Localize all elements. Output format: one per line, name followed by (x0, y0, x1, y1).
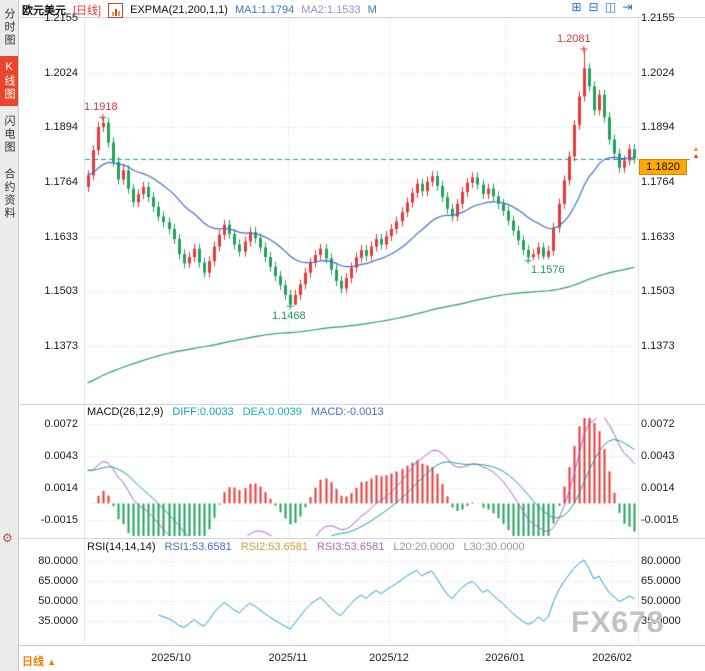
chart-header: 欧元美元 [日线] EXPMA(21,200,1,1) MA1:1.1794 M… (22, 2, 377, 18)
plot-right-border (638, 18, 639, 644)
rsi1-value: RSI1:53.6581 (164, 541, 232, 553)
price-axis-label-left: 1.1764 (44, 176, 78, 188)
price-axis-label-right: 1.1373 (641, 340, 675, 352)
rsi-axis-label-right: 80.0000 (641, 555, 681, 567)
price-annotation-low: 1.1576 (531, 264, 565, 276)
header-separator (18, 17, 705, 18)
macd-axis-label-left: 0.0043 (44, 450, 78, 462)
current-price-tag: 1.1820 (639, 159, 687, 175)
macd-axis-label-right: 0.0043 (641, 450, 675, 462)
ma2-value: MA2:1.1533 (301, 4, 361, 16)
ma1-value: MA1:1.1794 (234, 4, 295, 16)
sidebar-tab-lightning-chart[interactable]: 闪电图 (3, 115, 15, 154)
macd-axis-label-left: 0.0014 (44, 482, 78, 494)
price-annotation-high: 1.2081 (557, 33, 591, 45)
date-label: 2026/02 (592, 652, 632, 664)
sidebar-tab-kline-chart[interactable]: K线图 (0, 56, 18, 106)
main-macd-separator (18, 404, 705, 405)
price-axis-label-left: 1.1894 (44, 121, 78, 133)
sidebar: 分时图 K线图 闪电图 合约资料 (0, 0, 19, 671)
price-annotation-high: 1.1918 (84, 101, 118, 113)
date-label: 2025/10 (151, 652, 191, 664)
rsi3-value: RSI3:53.6581 (317, 541, 385, 553)
date-label: 2025/12 (369, 652, 409, 664)
marker-up-arrow-icon: ▲ (692, 153, 700, 160)
rsi-title: RSI(14,14,14) (87, 541, 156, 553)
rsi-l30-value: L30:30.0000 (463, 541, 525, 553)
macd-header: MACD(26,12,9) DIFF:0.0033 DEA:0.0039 MAC… (87, 406, 384, 418)
rsi-axis-label-left: 65.0000 (38, 575, 78, 587)
macd-rsi-separator (18, 538, 705, 539)
plot-left-border (84, 18, 85, 644)
macd-axis-label-left: -0.0015 (40, 514, 78, 526)
layout-split-icon[interactable]: ◫ (604, 0, 617, 14)
price-axis-label-left: 1.2024 (44, 67, 78, 79)
window-controls: ⊞ ⊟ ◫ ⇥ (570, 1, 634, 14)
ma-extra-label: M (367, 4, 377, 16)
macd-axis-label-right: 0.0014 (641, 482, 675, 494)
marker-up-arrow-icon: ▲ (692, 146, 700, 153)
macd-value: MACD:-0.0013 (310, 406, 384, 418)
rsi2-value: RSI2:53.6581 (240, 541, 309, 553)
price-axis-label-left: 1.1503 (44, 285, 78, 297)
settings-gear-icon[interactable]: ⚙ (2, 531, 13, 545)
chevron-up-icon: ▲ (47, 657, 56, 667)
rsi-axis-label-right: 35.0000 (641, 615, 681, 627)
macd-axis-label-right: -0.0015 (641, 514, 679, 526)
price-axis-label-left: 1.2155 (44, 12, 78, 24)
layout-grid-icon[interactable]: ⊞ (571, 0, 582, 14)
macd-title: MACD(26,12,9) (87, 406, 164, 418)
price-axis-label-right: 1.1894 (641, 121, 675, 133)
sidebar-tab-contract-info[interactable]: 合约资料 (3, 168, 15, 220)
rsi-header: RSI(14,14,14) RSI1:53.6581 RSI2:53.6581 … (87, 541, 525, 553)
expma-label: EXPMA(21,200,1,1) (130, 4, 228, 16)
layout-tile-icon[interactable]: ⊟ (588, 0, 599, 14)
macd-dea-value: DEA:0.0039 (242, 406, 302, 418)
price-axis-label-right: 1.1503 (641, 285, 675, 297)
period-tag: [日线] (73, 5, 102, 17)
period-selector[interactable]: 日线 ▲ (22, 653, 56, 669)
latest-price-marker[interactable]: ▲ ▲ (691, 146, 701, 160)
indicator-icon (108, 2, 124, 18)
layout-expand-icon[interactable]: ⇥ (622, 0, 633, 14)
date-label: 2026/01 (485, 652, 525, 664)
macd-axis-label-left: 0.0072 (44, 418, 78, 430)
watermark: FX678 (571, 606, 665, 639)
price-axis-label-left: 1.1633 (44, 231, 78, 243)
rsi-axis-label-right: 50.0000 (641, 595, 681, 607)
price-axis-label-right: 1.2155 (641, 12, 675, 24)
bottom-bar: 日线 ▲ (18, 645, 705, 671)
price-axis-label-right: 1.1633 (641, 231, 675, 243)
rsi-axis-label-right: 65.0000 (641, 575, 681, 587)
rsi-l20-value: L20:20.0000 (393, 541, 455, 553)
macd-diff-value: DIFF:0.0033 (172, 406, 234, 418)
macd-axis-label-right: 0.0072 (641, 418, 675, 430)
rsi-axis-label-left: 80.0000 (38, 555, 78, 567)
symbol-name: 欧元美元 (22, 5, 66, 17)
rsi-axis-label-left: 50.0000 (38, 595, 78, 607)
rsi-axis-label-left: 35.0000 (38, 615, 78, 627)
period-selector-label: 日线 (22, 656, 44, 668)
price-axis-label-right: 1.1764 (641, 176, 675, 188)
price-axis-label-left: 1.1373 (44, 340, 78, 352)
sidebar-tab-time-chart[interactable]: 分时图 (3, 8, 15, 47)
date-label: 2025/11 (268, 652, 308, 664)
price-annotation-low: 1.1468 (272, 310, 306, 322)
price-axis-label-right: 1.2024 (641, 67, 675, 79)
